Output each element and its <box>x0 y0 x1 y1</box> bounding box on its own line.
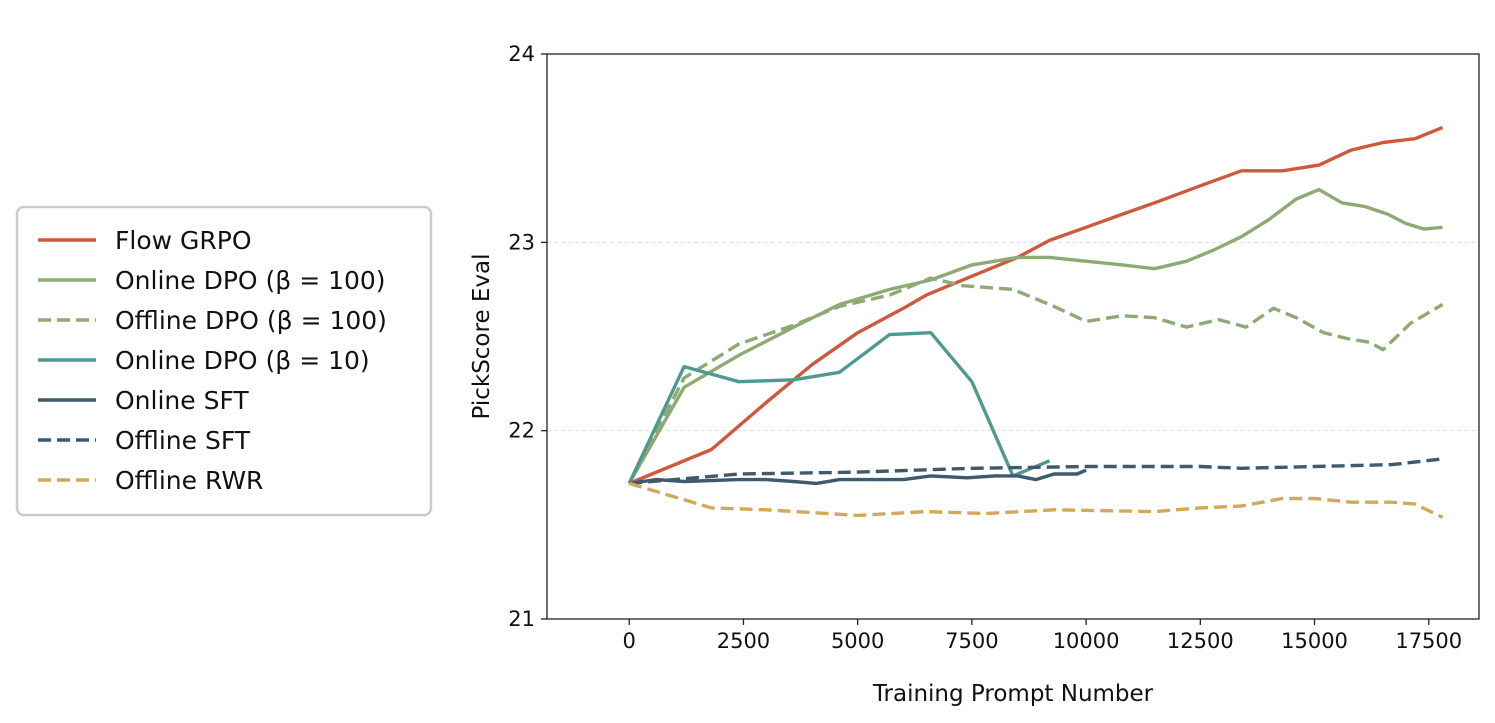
x-tick-label: 10000 <box>1053 629 1120 653</box>
legend-label-offline-rwr: Offline RWR <box>115 466 263 495</box>
series-line-online-dpo-10 <box>627 331 1051 485</box>
legend-label-flow-grpo: Flow GRPO <box>115 226 252 255</box>
legend: Flow GRPO Online DPO (β = 100) Offline DPO… <box>15 205 433 517</box>
legend-label-offline-sft: Offline SFT <box>115 426 251 455</box>
x-tick-label: 12500 <box>1167 629 1234 653</box>
legend-box <box>15 205 433 517</box>
series-line-flow-grpo <box>628 125 1444 485</box>
legend-label-offline-dpo-100: Offline DPO (β = 100) <box>115 306 387 335</box>
x-tick-label: 0 <box>623 629 636 653</box>
x-axis-ticks: 0 2500 5000 7500 10000 12500 15000 17500 <box>623 619 1462 653</box>
y-tick-label: 24 <box>508 42 535 66</box>
plot-frame <box>546 53 1480 620</box>
x-tick-label: 2500 <box>717 629 770 653</box>
series-line-offline-dpo-100 <box>627 276 1444 485</box>
y-axis-ticks: 21 22 23 24 <box>508 42 547 631</box>
series-lines <box>627 125 1444 519</box>
x-tick-label: 7500 <box>945 629 998 653</box>
legend-label-online-dpo-100: Online DPO (β = 100) <box>115 266 386 295</box>
legend-label-online-sft: Online SFT <box>115 386 249 415</box>
x-tick-label: 15000 <box>1281 629 1348 653</box>
legend-label-online-dpo-10: Online DPO (β = 10) <box>115 346 370 375</box>
series-line-online-sft <box>628 468 1087 486</box>
y-tick-label: 22 <box>508 419 535 443</box>
series-line-offline-sft <box>629 457 1443 486</box>
grid-lines <box>547 241 1479 432</box>
series-line-offline-rwr <box>628 481 1444 519</box>
x-tick-label: 17500 <box>1395 629 1462 653</box>
y-tick-label: 21 <box>508 607 535 631</box>
x-axis-label: Training Prompt Number <box>872 681 1154 707</box>
x-tick-label: 5000 <box>831 629 884 653</box>
y-tick-label: 23 <box>508 230 535 254</box>
series-line-online-dpo-100 <box>627 187 1443 485</box>
y-axis-label: PickScore Eval <box>469 253 495 419</box>
